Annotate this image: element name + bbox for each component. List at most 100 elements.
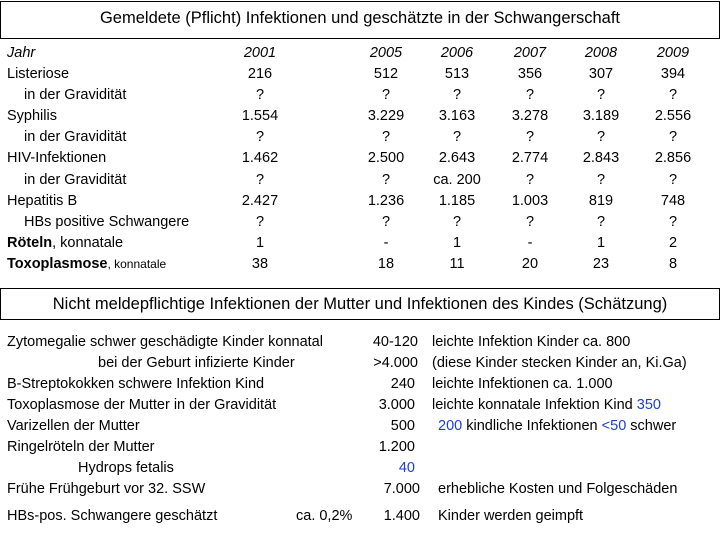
year-header-2008: 2008 xyxy=(584,45,618,61)
est-note: Kinder werden geimpft xyxy=(438,508,584,524)
est-label-extra: ca. 0,2% xyxy=(296,508,353,524)
table-cell: ? xyxy=(255,129,265,146)
table-cell: ? xyxy=(668,171,678,188)
est-value: 240 xyxy=(390,376,415,392)
table-row-label: Toxoplasmose, konnatale xyxy=(7,255,167,272)
est-label: Ringelröteln der Mutter xyxy=(7,439,155,455)
table-cell: ? xyxy=(525,87,535,104)
table-cell: 3.278 xyxy=(511,108,549,125)
table-cell: ? xyxy=(452,213,462,230)
est-label: Frühe Frühgeburt vor 32. SSW xyxy=(7,481,206,497)
table-cell: 38 xyxy=(251,255,269,272)
est-value: 1.400 xyxy=(383,508,420,524)
table-cell: 11 xyxy=(449,255,465,272)
table-row-label: Listeriose xyxy=(7,66,70,82)
table-row-label: in der Gravidität xyxy=(24,87,127,104)
est-value: 40-120 xyxy=(372,334,418,350)
table-row-label: HIV-Infektionen xyxy=(7,150,107,167)
est-note: leichte Infektion Kinder ca. 800 xyxy=(432,334,631,350)
table-cell: 2.843 xyxy=(582,150,620,167)
table-cell: ca. 200 xyxy=(433,171,481,188)
table-cell: - xyxy=(527,234,533,251)
table-cell: 1.236 xyxy=(367,192,405,209)
table-cell: ? xyxy=(596,129,606,146)
table-cell: ? xyxy=(596,213,606,230)
table-row-label: HBs positive Schwangere xyxy=(24,213,190,230)
table-cell: 1.185 xyxy=(438,192,476,209)
table-row-label: in der Gravidität xyxy=(24,171,127,188)
table-cell: ? xyxy=(255,87,265,104)
table-cell: ? xyxy=(596,87,606,104)
table-cell: 2 xyxy=(668,234,678,251)
table-row-label: in der Gravidität xyxy=(24,129,127,146)
table-cell: 1.462 xyxy=(241,150,279,167)
table-cell: 512 xyxy=(373,66,399,82)
table-cell: - xyxy=(383,234,389,251)
table-cell: ? xyxy=(452,129,462,146)
table-row-label: Syphilis xyxy=(7,108,57,125)
table-cell: ? xyxy=(381,87,391,104)
year-header-2005: 2005 xyxy=(369,45,403,61)
table-cell: 1.003 xyxy=(511,192,549,209)
table-cell: ? xyxy=(668,213,678,230)
est-label: bei der Geburt infizierte Kinder xyxy=(98,355,295,371)
table-cell: 2.427 xyxy=(241,192,279,209)
est-value: 1.200 xyxy=(378,439,415,455)
table-cell: 3.189 xyxy=(582,108,620,125)
est-value: 500 xyxy=(390,418,415,434)
table-cell: 3.229 xyxy=(367,108,405,125)
est-value: 7.000 xyxy=(383,481,420,497)
est-label: Zytomegalie schwer geschädigte Kinder ko… xyxy=(7,334,323,350)
table-cell: ? xyxy=(525,171,535,188)
table-cell: ? xyxy=(255,213,265,230)
table-cell: 20 xyxy=(521,255,539,272)
section2-title: Nicht meldepflichtige Infektionen der Mu… xyxy=(52,295,668,313)
table-cell: 2.500 xyxy=(367,150,405,167)
est-label: HBs-pos. Schwangere geschätzt xyxy=(7,508,218,524)
est-note: leichte Infektionen ca. 1.000 xyxy=(432,376,613,392)
table-cell: ? xyxy=(596,171,606,188)
table-cell: 216 xyxy=(247,66,273,82)
table-cell: 2.556 xyxy=(654,108,692,125)
table-row-label: Hepatitis B xyxy=(7,192,78,209)
table-cell: ? xyxy=(381,213,391,230)
table-cell: 2.643 xyxy=(438,150,476,167)
table-cell: 1 xyxy=(255,234,265,251)
table-row-label: Röteln, konnatale xyxy=(7,234,124,251)
page-title: Gemeldete (Pflicht) Infektionen und gesc… xyxy=(99,9,621,27)
est-note: (diese Kinder stecken Kinder an, Ki.Ga) xyxy=(432,355,687,371)
est-label: Varizellen der Mutter xyxy=(7,418,140,434)
table-cell: ? xyxy=(255,171,265,188)
table-cell: 23 xyxy=(592,255,610,272)
est-label: Toxoplasmose der Mutter in der Graviditä… xyxy=(7,397,277,413)
table-cell: ? xyxy=(525,129,535,146)
table-cell: ? xyxy=(381,129,391,146)
est-value: >4.000 xyxy=(373,355,418,371)
year-header-2009: 2009 xyxy=(656,45,690,61)
table-cell: 3.163 xyxy=(438,108,476,125)
est-note: erhebliche Kosten und Folgeschäden xyxy=(438,481,678,497)
est-note-value: 350 xyxy=(636,397,661,413)
table-cell: 2.856 xyxy=(654,150,692,167)
table-cell: 18 xyxy=(377,255,395,272)
table-cell: 819 xyxy=(588,192,614,209)
table-cell: 394 xyxy=(660,66,686,82)
table-cell: ? xyxy=(668,129,678,146)
year-header-2007: 2007 xyxy=(513,45,547,61)
est-note: 200 kindliche Infektionen <50 schwer xyxy=(438,418,677,434)
table-cell: 513 xyxy=(444,66,470,82)
est-value: 3.000 xyxy=(378,397,415,413)
year-header-2006: 2006 xyxy=(440,45,474,61)
table-cell: ? xyxy=(452,87,462,104)
table-cell: ? xyxy=(381,171,391,188)
est-label: B-Streptokokken schwere Infektion Kind xyxy=(7,376,265,392)
table-cell: ? xyxy=(668,87,678,104)
table-cell: 356 xyxy=(517,66,543,82)
est-label: Hydrops fetalis xyxy=(78,460,174,476)
table-cell: 8 xyxy=(668,255,678,272)
table-cell: 748 xyxy=(660,192,686,209)
year-header-label: Jahr xyxy=(7,45,36,61)
est-note: leichte konnatale Infektion Kind 350 xyxy=(432,397,661,413)
table-cell: 307 xyxy=(588,66,614,82)
table-cell: 1 xyxy=(452,234,462,251)
